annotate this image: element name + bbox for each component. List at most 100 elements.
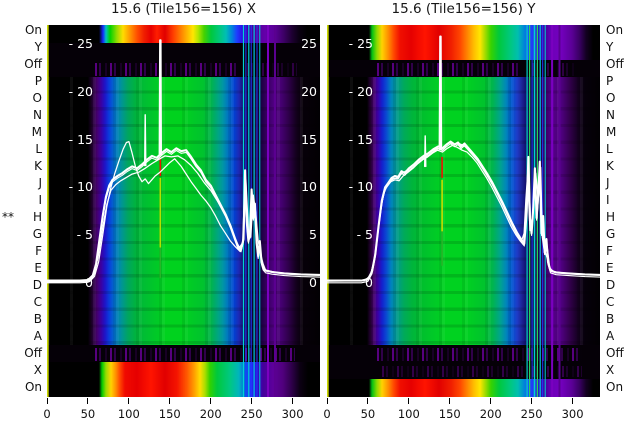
- profile-trace: [47, 147, 320, 282]
- row-labels-left: On Y Off P O N M L K J I H G F E D C B A Off X On: [0, 22, 42, 396]
- row-label: M: [606, 125, 617, 139]
- row-label: C: [33, 295, 42, 309]
- x-axis-tick: [128, 398, 130, 404]
- heatmap-panel-y: - 25 - 20 - 15 - 10 - 5 0: [327, 25, 600, 397]
- x-tick-label: 100: [397, 407, 420, 421]
- row-label: N: [33, 108, 42, 122]
- row-label: F: [35, 244, 42, 258]
- row-label: K: [34, 159, 42, 173]
- row-label: B: [606, 312, 615, 326]
- x-tick-label: 150: [438, 407, 461, 421]
- x-axis-tick: [46, 398, 48, 404]
- y-tick-label: 0: [365, 275, 373, 290]
- row-label: E: [606, 261, 614, 275]
- x-axis-tick: [251, 398, 253, 404]
- row-label: Off: [606, 57, 624, 71]
- y-tick-label: 20: [301, 83, 317, 99]
- row-label: A: [606, 329, 615, 343]
- stripe-texture: [382, 366, 582, 377]
- y-tick-label: - 15: [348, 131, 373, 147]
- x-axis-tick: [326, 398, 328, 404]
- profile-overlay: [327, 25, 600, 397]
- x-tick-label: 200: [199, 407, 222, 421]
- stripe-texture: [377, 348, 582, 361]
- row-label: K: [606, 159, 614, 173]
- row-label: Off: [606, 346, 624, 360]
- row-label: H: [32, 210, 42, 224]
- profile-spike: [143, 114, 147, 167]
- row-label: X: [33, 363, 42, 377]
- row-label: B: [33, 312, 42, 326]
- row-label: On: [24, 23, 42, 37]
- stripe-texture: [95, 348, 295, 361]
- row-label: M: [31, 125, 42, 139]
- y-tick-label: 10: [301, 179, 317, 195]
- y-tick-label: - 5: [76, 227, 93, 243]
- x-tick-label: 0: [43, 407, 51, 421]
- x-tick-label: 0: [323, 407, 331, 421]
- x-axis-tick: [531, 398, 533, 404]
- x-axis-tick: [87, 398, 89, 404]
- x-axis-tick: [210, 398, 212, 404]
- asterisk-marker: **: [2, 210, 14, 224]
- x-tick-label: 250: [520, 407, 543, 421]
- y-tick-label: 0: [309, 275, 317, 290]
- row-label: P: [34, 74, 42, 88]
- x-tick-label: 300: [281, 407, 304, 421]
- row-label: G: [606, 227, 616, 241]
- row-label: On: [606, 380, 624, 394]
- y-tick-label: - 20: [68, 83, 93, 99]
- profile-overlay: [47, 25, 320, 397]
- row-label: C: [606, 295, 615, 309]
- profile-spike: [158, 39, 162, 155]
- row-labels-right: On Y Off P O N M L K J I H G F E D C B A Off X On: [606, 22, 640, 396]
- row-label: N: [606, 108, 615, 122]
- row-label: P: [606, 74, 614, 88]
- x-axis-tick: [169, 398, 171, 404]
- row-label: Y: [34, 40, 42, 54]
- profile-trace: [47, 140, 320, 283]
- row-label: L: [606, 142, 613, 156]
- row-label: I: [38, 193, 42, 207]
- row-label: On: [606, 23, 624, 37]
- row-label: O: [606, 91, 616, 105]
- x-axis-tick: [292, 398, 294, 404]
- on-row-band-top: [47, 25, 320, 43]
- row-label: L: [35, 142, 42, 156]
- profile-trace: [47, 155, 320, 282]
- x-tick-label: 200: [479, 407, 502, 421]
- stripe-texture: [532, 63, 577, 76]
- stripe-texture: [95, 63, 240, 76]
- x-axis-tick: [367, 398, 369, 404]
- row-label: I: [606, 193, 610, 207]
- row-label: X: [606, 363, 615, 377]
- x-axis-tick: [572, 398, 574, 404]
- y-tick-label: - 10: [348, 179, 373, 195]
- row-label: A: [33, 329, 42, 343]
- row-label: O: [32, 91, 42, 105]
- y-tick-label: 15: [301, 131, 317, 147]
- x-axis-tick: [490, 398, 492, 404]
- left-panel-title: 15.6 (Tile156=156) X: [111, 1, 256, 17]
- row-label: F: [606, 244, 613, 258]
- row-label: G: [32, 227, 42, 241]
- y-tick-label: 25: [301, 36, 317, 52]
- row-label: E: [34, 261, 42, 275]
- row-label: On: [24, 380, 42, 394]
- y-tick-label: 5: [309, 227, 317, 243]
- y-tick-label: - 20: [348, 83, 373, 99]
- y-tick-label: - 25: [68, 36, 93, 52]
- stripe-texture: [377, 63, 522, 76]
- row-label: Off: [24, 346, 42, 360]
- x-tick-label: 50: [80, 407, 96, 421]
- profile-trace: [327, 143, 600, 284]
- row-label: H: [606, 210, 616, 224]
- x-tick-label: 50: [360, 407, 376, 421]
- profile-spike: [438, 35, 443, 151]
- x-axis-tick: [408, 398, 410, 404]
- heatmap-panel-x: - 25 25 - 20 20 - 15 15 - 10 10 - 5 5 0 0: [47, 25, 320, 397]
- right-panel-title: 15.6 (Tile156=156) Y: [391, 1, 536, 17]
- profile-spike: [423, 135, 427, 168]
- row-label: J: [606, 176, 610, 190]
